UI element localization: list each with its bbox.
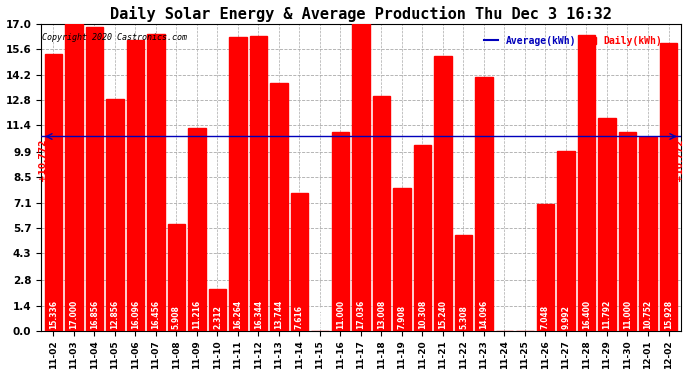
Text: 13.744: 13.744 [275,300,284,329]
Bar [353,24,370,331]
Text: 17.000: 17.000 [70,300,79,329]
Text: 16.456: 16.456 [152,300,161,329]
Text: 16.856: 16.856 [90,300,99,329]
Title: Daily Solar Energy & Average Production Thu Dec 3 16:32: Daily Solar Energy & Average Production … [110,6,612,21]
Text: 17.036: 17.036 [357,300,366,329]
Bar [168,224,185,331]
Bar [209,289,226,331]
Text: +10.772: +10.772 [676,138,684,181]
Text: 16.400: 16.400 [582,300,591,329]
Bar [619,132,636,331]
Bar [640,137,657,331]
Text: 16.344: 16.344 [254,300,263,329]
Text: Copyright 2020 Castronics.com: Copyright 2020 Castronics.com [42,33,188,42]
Text: +10.772: +10.772 [38,138,47,181]
Text: 14.096: 14.096 [480,300,489,329]
Bar [270,83,288,331]
Bar [660,44,677,331]
Text: 9.992: 9.992 [562,306,571,329]
Bar [332,132,349,331]
Bar [66,24,83,331]
Bar [558,150,575,331]
Text: 11.216: 11.216 [193,300,201,329]
Text: 13.008: 13.008 [377,300,386,329]
Bar [475,76,493,331]
Bar [147,34,165,331]
Bar [127,40,144,331]
Text: 0.004: 0.004 [315,306,324,329]
Text: 12.856: 12.856 [110,300,119,329]
Bar [86,27,104,331]
Bar [414,145,431,331]
Text: 16.096: 16.096 [131,300,140,329]
Bar [455,235,472,331]
Bar [250,36,267,331]
Text: 15.240: 15.240 [438,300,448,329]
Text: 7.908: 7.908 [397,305,406,329]
Text: 5.908: 5.908 [172,306,181,329]
Bar [537,204,554,331]
Bar [373,96,390,331]
Bar [106,99,124,331]
Bar [578,35,595,331]
Text: 10.308: 10.308 [418,300,427,329]
Bar [45,54,62,331]
Text: 11.000: 11.000 [623,300,632,329]
Text: 16.264: 16.264 [233,300,242,329]
Text: 10.752: 10.752 [644,300,653,329]
Text: 11.000: 11.000 [336,300,345,329]
Bar [290,194,308,331]
Bar [434,56,452,331]
Text: 7.616: 7.616 [295,305,304,329]
Text: 11.792: 11.792 [602,300,611,329]
Bar [393,188,411,331]
Text: 15.928: 15.928 [664,300,673,329]
Bar [229,38,247,331]
Text: 2.312: 2.312 [213,306,222,329]
Text: 15.336: 15.336 [49,300,58,329]
Legend: Average(kWh), Daily(kWh): Average(kWh), Daily(kWh) [480,32,667,50]
Text: 7.048: 7.048 [541,305,550,329]
Text: 5.308: 5.308 [459,306,468,329]
Bar [598,118,615,331]
Bar [188,129,206,331]
